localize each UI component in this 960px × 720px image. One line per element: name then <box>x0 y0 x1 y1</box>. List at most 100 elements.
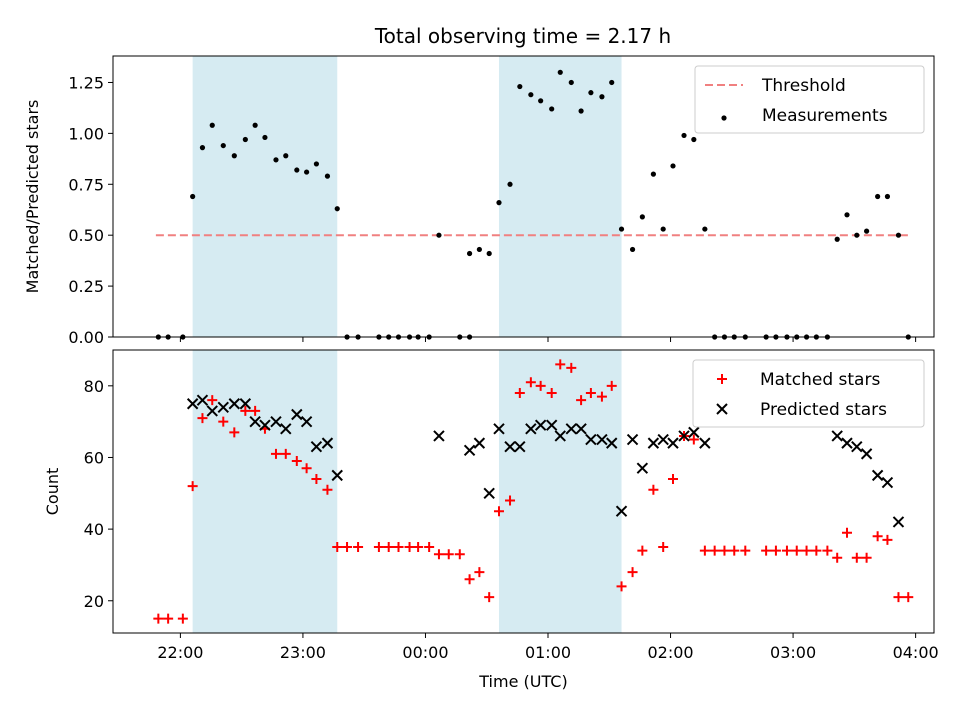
data-point-x <box>554 430 566 442</box>
data-point <box>895 232 902 238</box>
legend-matched-swatch <box>717 374 727 384</box>
data-point <box>220 142 226 149</box>
series-measurements <box>155 69 911 340</box>
data-point-plus <box>280 448 291 459</box>
data-point-plus <box>882 534 893 545</box>
data-point <box>639 214 645 220</box>
data-point-plus <box>332 542 343 553</box>
legend-predicted-swatch <box>716 403 728 415</box>
data-point-x <box>892 516 905 528</box>
shaded-interval <box>192 56 338 337</box>
data-point <box>834 236 840 242</box>
data-point-plus <box>791 545 802 556</box>
data-point-x <box>841 437 853 449</box>
data-point-plus <box>484 592 495 603</box>
data-point-x <box>331 469 343 482</box>
y-tick-label: 0.50 <box>68 226 104 245</box>
data-point-plus <box>709 545 720 556</box>
data-point <box>528 92 534 98</box>
data-point-plus <box>667 473 678 484</box>
data-point-plus <box>454 549 465 560</box>
data-point <box>538 98 544 104</box>
data-point-plus <box>648 484 659 495</box>
y-tick-label: 0.25 <box>68 277 104 296</box>
data-point-x <box>851 441 863 453</box>
data-point-x <box>678 430 690 442</box>
x-tick-label: 23:00 <box>280 643 326 662</box>
data-point-plus <box>637 545 648 556</box>
data-point-x <box>525 423 537 435</box>
data-point-x <box>585 433 597 446</box>
data-point-x <box>881 476 894 489</box>
y-axis-label: Matched/Predicted stars <box>23 100 42 294</box>
data-point-plus <box>861 552 872 563</box>
y-tick-label: 1.00 <box>68 124 104 143</box>
data-point-x <box>291 408 303 421</box>
data-point <box>844 212 850 218</box>
data-point <box>209 122 215 128</box>
data-point-plus <box>811 545 822 556</box>
data-point-plus <box>493 506 504 517</box>
data-point-x <box>688 426 700 439</box>
data-point-plus <box>393 542 404 553</box>
data-point-x <box>596 433 608 446</box>
data-point-plus <box>207 395 218 406</box>
data-point <box>262 134 268 141</box>
data-point <box>884 193 891 200</box>
data-point-x <box>206 405 218 417</box>
data-point-plus <box>801 545 812 556</box>
legend-box <box>692 359 925 428</box>
legend: Threshold Measurements <box>694 65 925 134</box>
data-point-x <box>493 423 505 435</box>
data-point-plus <box>740 545 751 556</box>
data-point-plus <box>555 359 566 370</box>
data-point-x <box>228 398 241 410</box>
y-tick-label: 1.25 <box>68 73 104 92</box>
y-tick-label: 20 <box>84 592 104 611</box>
x-tick-label: 22:00 <box>157 643 203 662</box>
data-point-plus <box>688 434 699 445</box>
data-point-plus <box>596 391 607 402</box>
figure-title: Total observing time = 2.17 h <box>374 24 671 48</box>
data-point-plus <box>353 542 364 553</box>
data-point <box>691 136 697 143</box>
data-point-plus <box>404 542 415 553</box>
data-point-plus <box>851 552 862 563</box>
data-point <box>304 169 310 175</box>
data-point-plus <box>270 448 281 459</box>
data-point <box>875 193 881 200</box>
y-axis-label: Count <box>43 468 62 516</box>
data-point-x <box>249 415 261 428</box>
data-point <box>283 153 289 159</box>
legend-label: Measurements <box>762 106 888 126</box>
data-point-plus <box>872 531 883 542</box>
y-tick-label: 40 <box>84 520 104 539</box>
data-point-x <box>647 437 660 449</box>
top-panel-ratio: 0.00 0.25 0.50 0.75 1.00 1.25 Matched/Predicte… <box>23 55 935 347</box>
data-point <box>313 161 320 167</box>
data-point-plus <box>781 545 792 556</box>
legend-measurements-swatch <box>721 115 727 121</box>
data-point <box>324 173 331 179</box>
data-point-plus <box>761 545 772 556</box>
data-point-x <box>483 487 495 499</box>
data-point <box>476 246 482 253</box>
data-point-plus <box>464 574 475 585</box>
data-point-plus <box>770 545 781 556</box>
data-point-plus <box>546 387 557 398</box>
legend-label: Threshold <box>761 76 846 96</box>
data-point-plus <box>903 592 914 603</box>
y-tick-label: 60 <box>84 448 104 467</box>
data-point-x <box>473 437 486 449</box>
data-point-x <box>186 398 199 410</box>
x-tick-label: 00:00 <box>402 643 448 662</box>
data-point-plus <box>291 456 302 467</box>
data-point-x <box>636 462 649 474</box>
data-point-plus <box>576 395 587 406</box>
data-point-x <box>321 437 334 449</box>
data-point-plus <box>342 542 353 553</box>
data-point-plus <box>535 380 546 391</box>
data-point-plus <box>566 362 577 373</box>
data-point-plus <box>424 542 435 553</box>
data-point-plus <box>413 542 424 553</box>
